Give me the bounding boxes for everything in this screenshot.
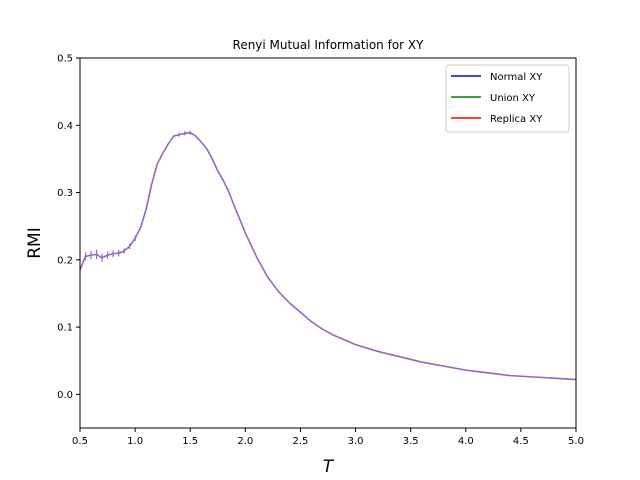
- y-tick-label: 0.5: [57, 54, 73, 65]
- x-tick-label: 2.0: [237, 436, 253, 447]
- x-axis-label: T: [323, 457, 335, 477]
- x-tick-label: 4.0: [458, 436, 474, 447]
- y-tick-label: 0.1: [57, 323, 73, 334]
- plot-frame: [79, 57, 577, 429]
- legend-label: Normal XY: [490, 72, 543, 83]
- chart-title: Renyi Mutual Information for XY: [233, 38, 425, 52]
- x-tick-label: 4.5: [513, 436, 529, 447]
- legend-label: Union XY: [490, 93, 536, 104]
- x-tick-label: 3.0: [348, 436, 364, 447]
- series-line: [79, 131, 577, 381]
- legend: Normal XY Union XY Replica XY: [445, 64, 570, 133]
- legend-label: Replica XY: [490, 114, 543, 125]
- x-tick-label: 1.0: [127, 436, 143, 447]
- data-layer: [79, 130, 577, 381]
- x-tick-label: 0.5: [72, 436, 88, 447]
- x-tick-label: 1.5: [182, 436, 198, 447]
- x-tick-label: 3.5: [403, 436, 419, 447]
- x-axis: 0.5 1.0 1.5 2.0 2.5 3.0 3.5 4.0 4.5 5.0: [72, 428, 584, 447]
- x-tick-label: 5.0: [568, 436, 584, 447]
- legend-items: Normal XY Union XY Replica XY: [451, 72, 543, 125]
- y-tick-label: 0.2: [57, 255, 73, 266]
- y-tick-label: 0.3: [57, 188, 73, 199]
- y-axis: 0.0 0.1 0.2 0.3 0.4 0.5: [57, 54, 80, 401]
- y-tick-label: 0.4: [57, 121, 73, 132]
- y-tick-label: 0.0: [57, 390, 73, 401]
- y-axis-label: RMI: [25, 227, 45, 259]
- x-tick-label: 2.5: [292, 436, 308, 447]
- legend-box: [445, 64, 570, 133]
